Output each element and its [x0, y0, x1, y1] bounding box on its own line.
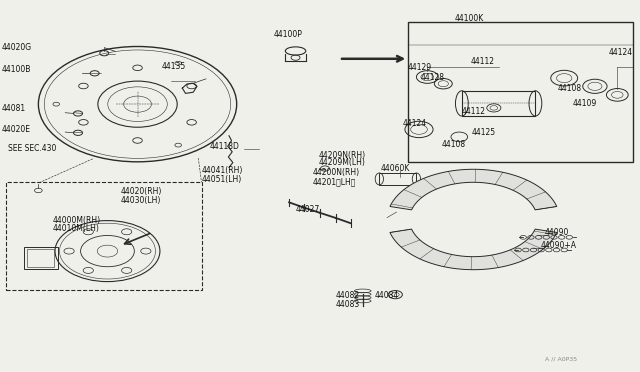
Text: 44060K: 44060K [381, 164, 410, 173]
Bar [6, 182, 202, 290]
Polygon shape [390, 169, 557, 210]
Text: A // A0P35: A // A0P35 [545, 356, 577, 362]
Text: 44201（LH）: 44201（LH） [312, 177, 356, 186]
Text: 44083: 44083 [336, 300, 360, 309]
Text: 44020(RH): 44020(RH) [120, 187, 162, 196]
Text: 44112: 44112 [462, 107, 486, 116]
Text: 44027: 44027 [296, 205, 320, 214]
Text: 44124: 44124 [609, 48, 633, 57]
Text: 44010M(LH): 44010M(LH) [52, 224, 99, 233]
Text: 44030(LH): 44030(LH) [120, 196, 161, 205]
Text: 44090: 44090 [545, 228, 570, 237]
Text: 44100P: 44100P [274, 30, 303, 39]
Bar [24, 247, 58, 269]
Text: 44084: 44084 [374, 291, 399, 300]
Text: 44128: 44128 [421, 73, 445, 81]
Bar [27, 249, 54, 267]
Text: 44124: 44124 [403, 119, 427, 128]
Text: 44081: 44081 [1, 105, 26, 113]
Text: 44100K: 44100K [454, 14, 483, 23]
Text: 44100B: 44100B [1, 65, 31, 74]
Bar [462, 91, 536, 116]
Bar [380, 173, 417, 185]
Text: 44108: 44108 [442, 140, 465, 149]
Text: 44051(LH): 44051(LH) [202, 175, 242, 184]
Text: 44125: 44125 [472, 128, 496, 137]
Bar [408, 22, 634, 162]
Text: 44041(RH): 44041(RH) [202, 166, 243, 175]
Text: 44112: 44112 [470, 57, 494, 66]
Polygon shape [390, 229, 557, 270]
Text: 44109: 44109 [573, 99, 596, 108]
Text: 44082: 44082 [336, 291, 360, 300]
Text: 44129: 44129 [408, 63, 432, 72]
Text: 44000M(RH): 44000M(RH) [52, 216, 100, 225]
Text: SEE SEC.430: SEE SEC.430 [8, 144, 56, 153]
Text: 44200N(RH): 44200N(RH) [312, 169, 359, 177]
Text: 44020G: 44020G [1, 43, 31, 52]
Text: 44118D: 44118D [210, 142, 240, 151]
Text: 44209N(RH): 44209N(RH) [319, 151, 365, 160]
Text: 44108: 44108 [558, 84, 582, 93]
Text: 44209M(LH): 44209M(LH) [319, 158, 365, 167]
Text: 44020E: 44020E [1, 125, 30, 134]
Text: 44090+A: 44090+A [541, 241, 577, 250]
Text: 44135: 44135 [161, 62, 186, 71]
